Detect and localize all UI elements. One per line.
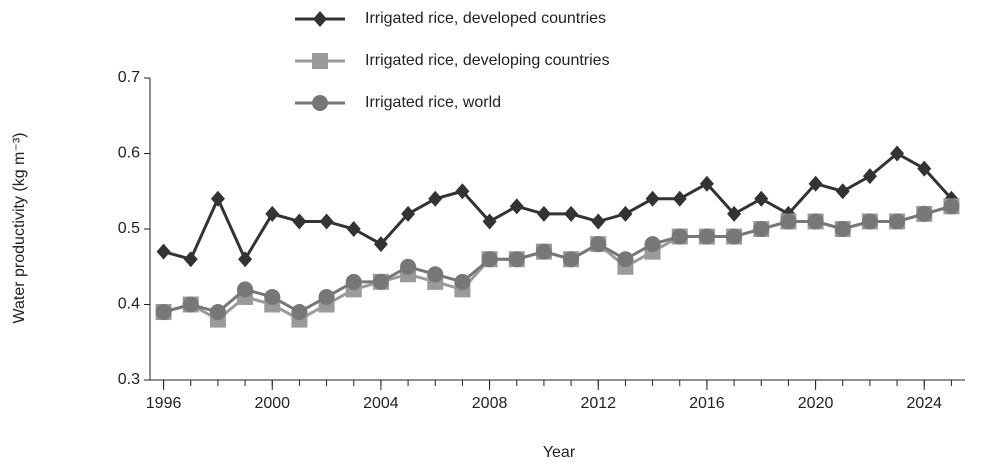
data-point	[916, 205, 933, 222]
data-point	[237, 281, 254, 298]
data-point	[427, 266, 444, 283]
data-point	[265, 205, 280, 222]
x-axis-label: Year	[543, 444, 576, 461]
legend-label: Irrigated rice, developing countries	[365, 52, 610, 69]
y-tick-label: 0.7	[118, 69, 140, 86]
data-point	[753, 221, 770, 237]
x-tick-label: 2024	[906, 395, 942, 412]
data-point	[645, 190, 660, 207]
data-point	[508, 251, 525, 268]
data-point	[482, 213, 497, 230]
data-point	[808, 175, 823, 192]
legend-label: Irrigated rice, world	[365, 94, 501, 111]
data-point	[455, 183, 470, 200]
data-point	[672, 190, 687, 207]
data-point	[617, 251, 634, 268]
legend-marker	[312, 53, 328, 69]
data-point	[591, 213, 606, 230]
y-tick-label: 0.3	[118, 371, 140, 388]
y-tick-label: 0.4	[118, 296, 140, 313]
x-tick-label: 2016	[689, 395, 725, 412]
data-point	[727, 205, 742, 222]
data-point	[291, 304, 308, 321]
data-point	[861, 213, 878, 230]
y-tick-label: 0.5	[118, 220, 140, 237]
data-point	[644, 236, 661, 253]
series-line	[163, 204, 952, 314]
data-point	[726, 228, 743, 245]
data-point	[401, 205, 416, 222]
data-point	[754, 190, 769, 207]
data-point	[835, 183, 850, 200]
data-point	[400, 258, 417, 275]
data-point	[618, 205, 633, 222]
x-tick-label: 1996	[146, 395, 182, 412]
data-point	[428, 190, 443, 207]
series-line	[163, 151, 953, 263]
legend-marker	[313, 11, 327, 27]
data-point	[319, 213, 334, 230]
x-tick-label: 2020	[798, 395, 834, 412]
data-point	[535, 243, 552, 260]
legend-marker	[312, 95, 328, 111]
x-tick-label: 2004	[363, 395, 399, 412]
data-point	[182, 296, 199, 313]
data-point	[699, 175, 714, 192]
data-point	[346, 221, 361, 237]
data-point	[890, 145, 905, 162]
data-point	[564, 205, 579, 222]
data-point	[372, 273, 389, 290]
data-point	[943, 198, 960, 215]
data-point	[264, 288, 281, 305]
data-point	[698, 228, 715, 245]
data-point	[917, 160, 932, 177]
data-point	[183, 251, 198, 268]
x-tick-label: 2012	[580, 395, 616, 412]
y-axis-label: Water productivity (kg m⁻³)	[11, 133, 28, 324]
data-point	[590, 236, 607, 253]
data-point	[563, 251, 580, 268]
data-point	[210, 190, 225, 207]
x-tick-label: 2008	[472, 395, 508, 412]
data-point	[292, 213, 307, 230]
data-point	[671, 228, 688, 245]
data-point	[834, 221, 851, 237]
data-point	[454, 273, 471, 290]
data-point	[155, 304, 172, 321]
data-point	[209, 304, 226, 321]
legend-label: Irrigated rice, developed countries	[365, 10, 606, 27]
data-point	[509, 198, 524, 215]
data-point	[780, 213, 797, 230]
data-point	[536, 205, 551, 222]
data-point	[889, 213, 906, 230]
y-tick-label: 0.6	[118, 145, 140, 162]
data-point	[373, 236, 388, 253]
data-point	[156, 243, 171, 260]
data-point	[807, 213, 824, 230]
x-tick-label: 2000	[254, 395, 290, 412]
data-point	[345, 273, 362, 290]
data-point	[318, 288, 335, 305]
data-point	[862, 168, 877, 185]
data-point	[481, 251, 498, 268]
data-point	[238, 251, 253, 268]
